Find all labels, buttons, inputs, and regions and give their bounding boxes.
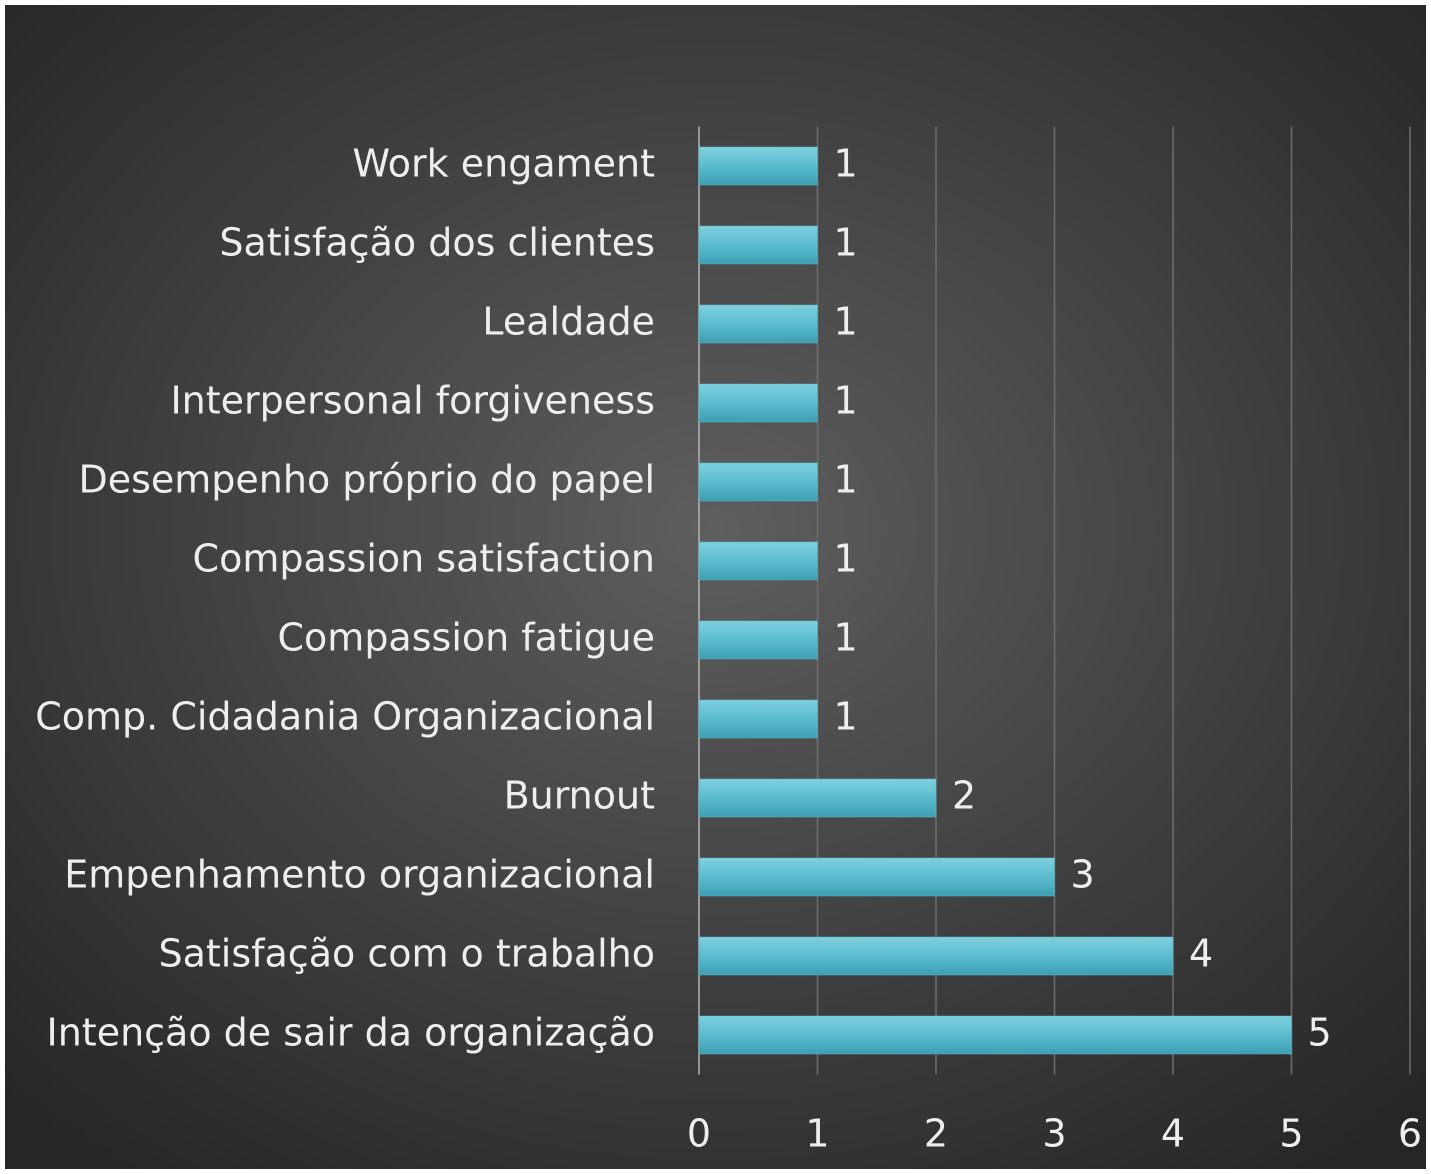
data-label: 1 (834, 142, 858, 186)
bar (698, 1015, 1292, 1055)
y-tick-label: Compassion satisfaction (193, 537, 655, 581)
bar (698, 541, 818, 581)
y-tick-label: Comp. Cidadania Organizacional (35, 695, 655, 739)
data-label: 1 (834, 537, 858, 581)
y-tick-label: Work engament (352, 142, 655, 186)
y-tick-label: Lealdade (482, 300, 655, 344)
y-tick-label: Satisfação dos clientes (219, 221, 655, 265)
data-label: 3 (1071, 853, 1095, 897)
data-label: 1 (834, 300, 858, 344)
y-tick-label: Empenhamento organizacional (64, 853, 655, 897)
bar (698, 620, 818, 660)
x-tick-label: 2 (924, 1112, 948, 1156)
y-tick-label: Burnout (504, 774, 655, 818)
x-tick-label: 6 (1398, 1112, 1422, 1156)
y-tick-label: Desempenho próprio do papel (78, 458, 655, 502)
data-label: 1 (834, 379, 858, 423)
bar (698, 936, 1174, 976)
bar (698, 857, 1055, 897)
bar (698, 383, 818, 423)
x-tick-label: 1 (805, 1112, 829, 1156)
x-tick-label: 0 (687, 1112, 711, 1156)
bar (698, 146, 818, 186)
y-tick-label: Intenção de sair da organização (47, 1011, 655, 1055)
bar (698, 699, 818, 739)
data-label: 2 (952, 774, 976, 818)
data-label: 5 (1308, 1011, 1332, 1055)
bar (698, 462, 818, 502)
data-label: 1 (834, 458, 858, 502)
x-tick-label: 3 (1042, 1112, 1066, 1156)
y-tick-label: Compassion fatigue (278, 616, 655, 660)
data-label: 1 (834, 695, 858, 739)
bar (698, 304, 818, 344)
data-label: 4 (1189, 932, 1213, 976)
bar (698, 778, 937, 818)
x-tick-label: 4 (1161, 1112, 1185, 1156)
bar (698, 225, 818, 265)
y-tick-label: Interpersonal forgiveness (170, 379, 655, 423)
x-tick-label: 5 (1279, 1112, 1303, 1156)
y-tick-label: Satisfação com o trabalho (158, 932, 655, 976)
data-label: 1 (834, 616, 858, 660)
data-label: 1 (834, 221, 858, 265)
